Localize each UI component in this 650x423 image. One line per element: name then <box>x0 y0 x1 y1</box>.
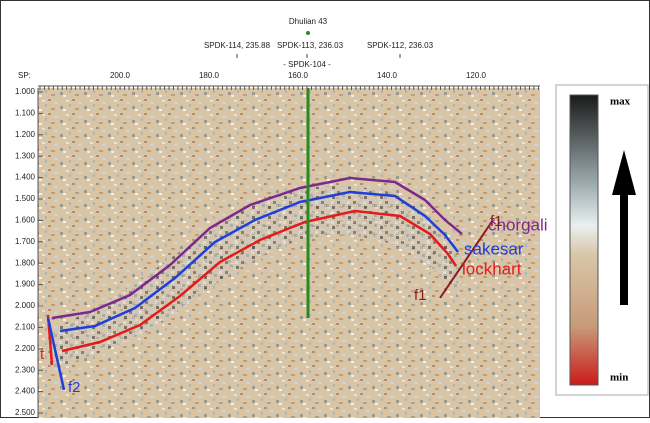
well-label: SPDK-112, 236.03 <box>367 41 434 50</box>
center-well-label: - SPDK-104 - <box>283 60 331 69</box>
fault-label: f2 <box>68 379 81 396</box>
sp-tick-label: 140.0 <box>377 71 398 80</box>
well-marker <box>306 31 310 35</box>
sp-tick-label: 200.0 <box>110 71 131 80</box>
sp-tick-label: 160.0 <box>288 71 309 80</box>
sp-label: SP: <box>18 71 31 80</box>
time-tick-label: 2.000 <box>15 301 36 310</box>
horizon-label: lockhart <box>462 259 522 278</box>
fault-label: f1 <box>414 287 427 304</box>
well-label: SPDK-113, 236.03 <box>277 41 344 50</box>
time-tick-label: 1.100 <box>15 109 36 118</box>
time-tick-label: 1.700 <box>15 237 36 246</box>
time-tick-label: 2.100 <box>15 323 36 332</box>
time-tick-label: 1.500 <box>15 194 36 203</box>
time-tick-label: 1.300 <box>15 151 36 160</box>
time-tick-label: 1.900 <box>15 280 36 289</box>
time-tick-label: 1.000 <box>15 87 36 96</box>
time-tick-label: 2.500 <box>15 408 36 417</box>
horizon-label: sakesar <box>464 239 524 258</box>
time-tick-label: 1.600 <box>15 216 36 225</box>
figure: Dhulian 43 SPDK-114, 235.88 SPDK-113, 23… <box>0 0 650 418</box>
page: {"header": {"well": "Dhulian 43", "wells… <box>0 0 650 418</box>
time-tick-label: 2.400 <box>15 387 36 396</box>
time-tick-label: 1.200 <box>15 130 36 139</box>
time-tick-label: 1.800 <box>15 258 36 267</box>
well-name: Dhulian 43 <box>289 17 328 26</box>
sp-tick-label: 180.0 <box>199 71 220 80</box>
time-tick-label: 2.200 <box>15 344 36 353</box>
time-tick-label: 2.300 <box>15 365 36 374</box>
color-bar-max: max <box>610 96 631 108</box>
fault-label: f1 <box>490 213 503 230</box>
sp-tick-label: 120.0 <box>466 71 487 80</box>
well-label: SPDK-114, 235.88 <box>204 41 271 50</box>
color-bar <box>570 95 598 385</box>
color-bar-min: min <box>610 372 628 384</box>
time-tick-label: 1.400 <box>15 173 36 182</box>
